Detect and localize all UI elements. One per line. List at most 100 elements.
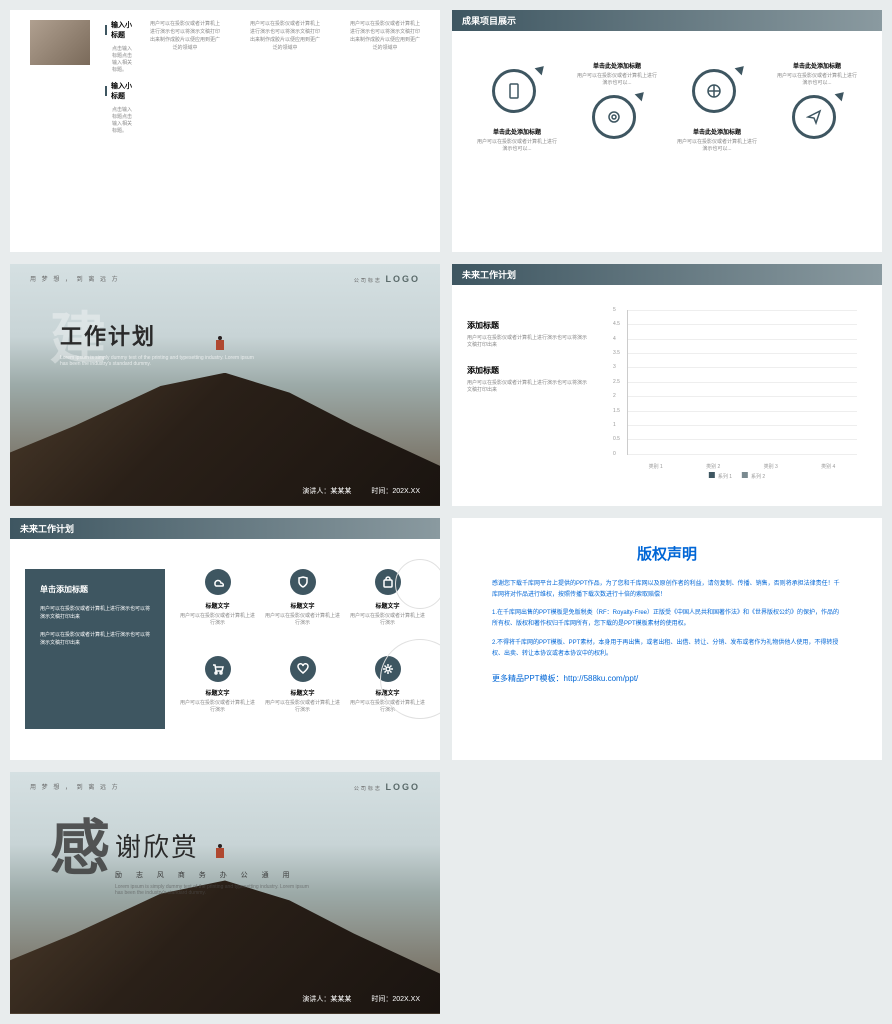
arrow-icon — [735, 63, 748, 76]
grid-item: 标题文字 用户可以在投影仪或者计算机上进行演示 — [265, 656, 340, 729]
globe-icon — [706, 83, 722, 99]
section-desc: 用户可以在投影仪或者计算机上进行演示也可以将演示文稿打印出来 — [467, 335, 587, 350]
slide2-content: 单击此处添加标题 用户可以在投影仪或者计算机上进行演示也可以... 单击此处添加… — [452, 31, 882, 168]
slide1-subs: 输入小标题 点击输入标题点击输入相关标题。 输入小标题 点击输入标题点击输入相关… — [105, 20, 135, 242]
slide-header-bar: 成果项目展示 — [452, 10, 882, 31]
process-item: 单击此处添加标题 用户可以在投影仪或者计算机上进行演示也可以... — [677, 61, 757, 153]
slide1-sub-row: 输入小标题 — [105, 20, 135, 40]
header-row: 用 梦 想 ， 到 离 远 方 公司标志 LOGO — [10, 264, 440, 294]
sub-desc: 点击输入标题点击输入相关标题。 — [112, 106, 135, 134]
section-desc: 用户可以在投影仪或者计算机上进行演示也可以将演示文稿打印出来 — [467, 380, 587, 395]
shield-icon — [297, 576, 309, 588]
item-desc: 用户可以在投影仪或者计算机上进行演示也可以... — [577, 73, 657, 87]
item-title: 标题文字 — [180, 601, 255, 610]
slide1-image — [30, 20, 90, 65]
process-item: 单击此处添加标题 用户可以在投影仪或者计算机上进行演示也可以... — [477, 61, 557, 153]
icon-row: 单击此处添加标题 用户可以在投影仪或者计算机上进行演示也可以... 单击此处添加… — [467, 61, 867, 153]
legend-s1: 系列 1 — [709, 472, 732, 480]
grid-item: 标题文字 用户可以在投影仪或者计算机上进行演示 — [180, 569, 255, 642]
slide1-columns: 用户可以在投影仪或者计算机上进行演示也可以将演示文稿打印出来制作成胶片以便应用到… — [150, 20, 420, 242]
sub-title: 输入小标题 — [111, 81, 135, 101]
item-desc: 用户可以在投影仪或者计算机上进行演示也可以... — [477, 139, 557, 153]
camera-icon — [606, 109, 622, 125]
logo-sub: 公司标志 — [354, 278, 382, 284]
item-desc: 用户可以在投影仪或者计算机上进行演示也可以... — [777, 73, 857, 87]
item-desc: 用户可以在投影仪或者计算机上进行演示也可以... — [677, 139, 757, 153]
phone-icon — [506, 83, 522, 99]
circle-icon — [592, 95, 642, 145]
cart-icon — [212, 663, 224, 675]
tagline: 用 梦 想 ， 到 离 远 方 — [30, 274, 120, 284]
item-desc: 用户可以在投影仪或者计算机上进行演示 — [180, 613, 255, 627]
cover-footer: 演讲人：某某某 时间：202X.XX — [302, 486, 420, 496]
tagline: 用 梦 想 ， 到 离 远 方 — [30, 782, 120, 792]
circle-icon — [792, 95, 842, 145]
arrow-icon — [535, 63, 548, 76]
item-desc: 用户可以在投影仪或者计算机上进行演示 — [265, 613, 340, 627]
slide-6-copyright: 版权声明 感谢您下载千库网平台上提供的PPT作品，为了您和千库网以及原创作者的利… — [452, 518, 882, 760]
presenter: 演讲人：某某某 — [302, 486, 351, 496]
item-title: 单击此处添加标题 — [577, 61, 657, 70]
grid-item: 标题文字 用户可以在投影仪或者计算机上进行演示 — [265, 569, 340, 642]
cover-title: 工作计划 — [60, 319, 260, 351]
text-column: 用户可以在投影仪或者计算机上进行演示也可以将演示文稿打印出来制作成胶片以便应用到… — [350, 20, 420, 242]
send-icon — [806, 109, 822, 125]
slide1-left — [30, 20, 90, 242]
header-row: 用 梦 想 ， 到 离 远 方 公司标志 LOGO — [10, 772, 440, 802]
slide-header-bar: 未来工作计划 — [10, 518, 440, 539]
chart-legend: 系列 1 系列 2 — [709, 472, 765, 480]
heart-icon — [297, 663, 309, 675]
slide1-sub-row: 输入小标题 — [105, 81, 135, 101]
chart-text-col: 添加标题 用户可以在投影仪或者计算机上进行演示也可以将演示文稿打印出来 添加标题… — [467, 300, 587, 480]
time: 时间：202X.XX — [371, 994, 420, 1004]
section-title: 添加标题 — [467, 365, 587, 376]
circle-icon — [492, 69, 542, 119]
grid-item: 标题文字 用户可以在投影仪或者计算机上进行演示 — [180, 656, 255, 729]
logo-text: LOGO — [386, 782, 421, 792]
highlight-box: 单击添加标题 用户可以在投影仪或者计算机上进行演示也可以将演示文稿打印出来 用户… — [25, 569, 165, 729]
slide-1: 输入小标题 点击输入标题点击输入相关标题。 输入小标题 点击输入标题点击输入相关… — [10, 10, 440, 252]
text-section: 添加标题 用户可以在投影仪或者计算机上进行演示也可以将演示文稿打印出来 — [467, 365, 587, 395]
slide-5: 未来工作计划 单击添加标题 用户可以在投影仪或者计算机上进行演示也可以将演示文稿… — [10, 518, 440, 760]
legend-s2: 系列 2 — [742, 472, 765, 480]
time: 时间：202X.XX — [371, 486, 420, 496]
slide-7-thanks: 用 梦 想 ， 到 离 远 方 公司标志 LOGO 感 谢欣赏 励 志 风 商 … — [10, 772, 440, 1014]
slide5-content: 单击添加标题 用户可以在投影仪或者计算机上进行演示也可以将演示文稿打印出来 用户… — [10, 539, 440, 744]
sub-title: 输入小标题 — [111, 20, 135, 40]
copyright-title: 版权声明 — [492, 543, 842, 564]
copyright-p1: 感谢您下载千库网平台上提供的PPT作品，为了您和千库网以及原创作者的利益，请勿复… — [492, 579, 842, 601]
arrow-icon — [635, 89, 648, 102]
text-column: 用户可以在投影仪或者计算机上进行演示也可以将演示文稿打印出来制作成胶片以便应用到… — [250, 20, 320, 242]
logo-block: 公司标志 LOGO — [354, 782, 420, 792]
icon-grid: 标题文字 用户可以在投影仪或者计算机上进行演示 标题文字 用户可以在投影仪或者计… — [180, 569, 425, 729]
process-item: 单击此处添加标题 用户可以在投影仪或者计算机上进行演示也可以... — [577, 61, 657, 153]
x-labels: 类别 1类别 2类别 3类别 4 — [627, 463, 857, 470]
logo-block: 公司标志 LOGO — [354, 274, 420, 284]
bag-icon — [382, 576, 394, 588]
ring-decoration — [395, 559, 440, 609]
box-title: 单击添加标题 — [40, 584, 150, 595]
title-overlay: 谢欣赏 励 志 风 商 务 办 公 通 用 Lorem ipsum is sim… — [115, 827, 315, 896]
item-desc: 用户可以在投影仪或者计算机上进行演示 — [350, 613, 425, 627]
thanks-title: 谢欣赏 — [115, 827, 315, 864]
presenter: 演讲人：某某某 — [302, 994, 351, 1004]
bg-char: 感 — [50, 800, 110, 887]
section-title: 添加标题 — [467, 320, 587, 331]
lorem-text: Lorem ipsum is simply dummy text of the … — [60, 355, 260, 367]
sub-desc: 点击输入标题点击输入相关标题。 — [112, 45, 135, 73]
text-column: 用户可以在投影仪或者计算机上进行演示也可以将演示文稿打印出来制作成胶片以便应用到… — [150, 20, 220, 242]
item-title: 标题文字 — [180, 688, 255, 697]
slide-2: 成果项目展示 单击此处添加标题 用户可以在投影仪或者计算机上进行演示也可以...… — [452, 10, 882, 252]
box-text: 用户可以在投影仪或者计算机上进行演示也可以将演示文稿打印出来 — [40, 605, 150, 621]
slide-header-bar: 未来工作计划 — [452, 264, 882, 285]
title-overlay: 工作计划 Lorem ipsum is simply dummy text of… — [60, 319, 260, 367]
box-text: 用户可以在投影仪或者计算机上进行演示也可以将演示文稿打印出来 — [40, 631, 150, 647]
slide-4: 未来工作计划 添加标题 用户可以在投影仪或者计算机上进行演示也可以将演示文稿打印… — [452, 264, 882, 506]
chart-bars — [627, 310, 857, 455]
arrow-icon — [835, 89, 848, 102]
copyright-p2: 1.在千库网出售的PPT模板是免版税类（RF：Royalty-Free）正版受《… — [492, 608, 842, 630]
accent-bar — [105, 25, 107, 35]
thanks-sub: 励 志 风 商 务 办 公 通 用 — [115, 870, 315, 880]
cloud-icon — [212, 576, 224, 588]
circle-icon — [692, 69, 742, 119]
